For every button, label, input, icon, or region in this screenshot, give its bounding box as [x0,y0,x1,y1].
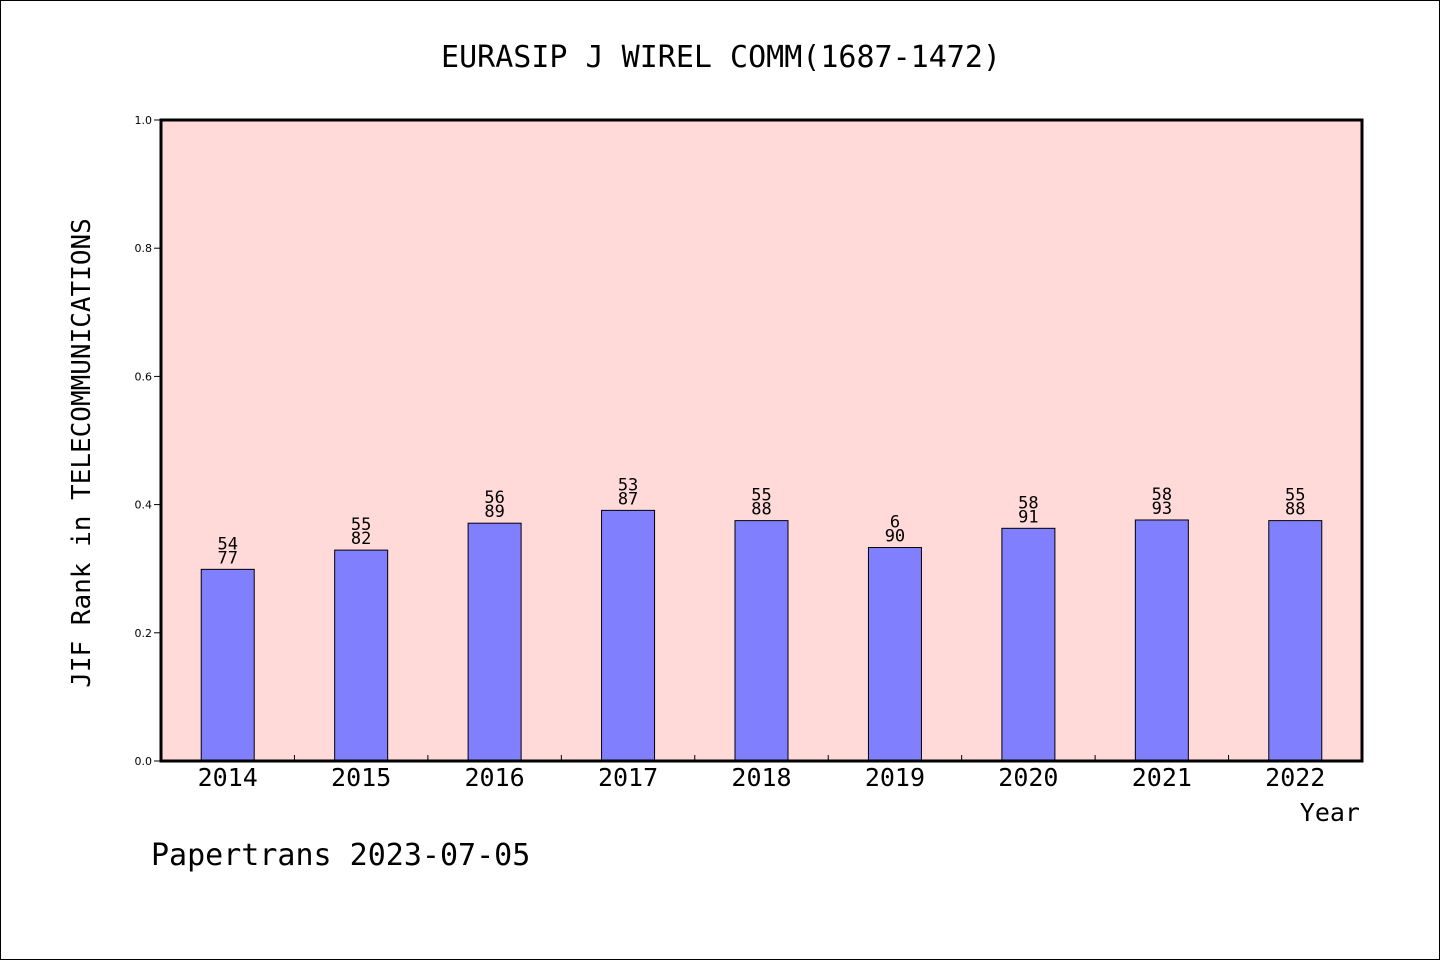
bar-2021 [1134,519,1189,762]
y-axis-ticks: 0.0 0.2 0.4 0.6 0.8 1.0 [135,114,161,768]
bar-label-bottom: 88 [751,500,771,520]
bar-label-bottom: 93 [1152,499,1172,519]
bar-label-top: 54 [217,534,237,554]
bar-label-top: 56 [484,488,504,508]
bars [200,509,1323,762]
y-tick-label: 0.8 [135,242,153,255]
x-tick-label: 2020 [998,763,1058,792]
x-tick-label: 2015 [331,763,391,792]
bar-2014 [200,568,255,762]
chart-title: EURASIP J WIREL COMM(1687-1472) [441,40,1001,75]
bar-label-top: 55 [751,486,771,506]
bar-label-bottom: 88 [1285,500,1305,520]
bar-label-top: 55 [351,515,371,535]
bar-2016 [467,522,522,762]
footer-text: Papertrans 2023-07-05 [151,838,530,873]
bar-2022 [1268,520,1323,762]
y-tick-label: 0.6 [135,370,153,383]
bar-label-bottom: 89 [484,502,504,522]
bar-label-top: 58 [1018,493,1038,513]
bar-label-top: 6 [890,513,900,533]
bar-label-top: 53 [618,475,638,495]
bar-2020 [1001,527,1056,762]
x-tick-label: 2018 [731,763,791,792]
x-tick-label: 2016 [465,763,525,792]
bar-2018 [734,520,789,762]
bar-label-bottom: 77 [217,548,237,568]
y-axis-label: JIF Rank in TELECOMMUNICATIONS [67,218,97,688]
bar-label-bottom: 90 [885,527,905,547]
x-axis-ticks: 2014 2015 2016 2017 2018 2019 2020 2021 2022 [198,755,1325,792]
y-tick-label: 0.4 [135,499,153,512]
bar-2017 [601,509,656,762]
x-tick-label: 2022 [1265,763,1325,792]
bar-2019 [867,547,922,762]
bar-label-top: 55 [1285,486,1305,506]
x-tick-label: 2014 [198,763,258,792]
x-tick-label: 2017 [598,763,658,792]
x-axis-label: Year [1300,798,1360,827]
x-tick-label: 2019 [865,763,925,792]
bar-label-top: 58 [1152,485,1172,505]
bar-2015 [334,549,389,762]
x-tick-label: 2021 [1132,763,1192,792]
y-tick-label: 1.0 [135,114,153,127]
y-tick-label: 0.0 [135,755,153,768]
bar-label-bottom: 87 [618,489,638,509]
plot-border [159,118,1364,763]
bar-label-bottom: 91 [1018,507,1038,527]
y-tick-label: 0.2 [135,627,153,640]
bar-label-bottom: 82 [351,529,371,549]
